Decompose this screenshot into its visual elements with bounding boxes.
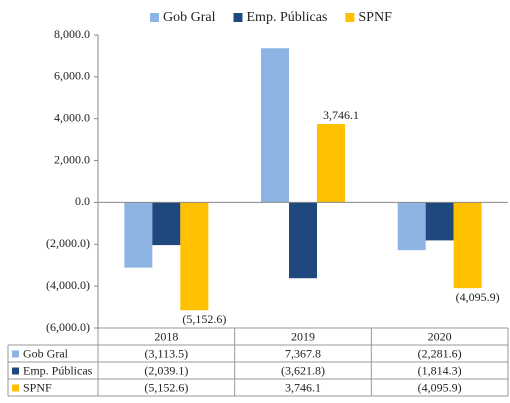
y-tick-label: 6,000.0 bbox=[54, 69, 90, 83]
bar bbox=[289, 202, 317, 279]
y-tick-label: (6,000.0) bbox=[46, 320, 90, 334]
data-label: 3,746.1 bbox=[323, 108, 359, 122]
bar bbox=[124, 202, 153, 268]
table-cell: (1,814.3) bbox=[418, 363, 462, 377]
bar bbox=[453, 202, 482, 289]
bar bbox=[261, 48, 289, 203]
data-label: (5,152.6) bbox=[182, 312, 226, 326]
legend-swatch bbox=[150, 13, 159, 22]
table-cell: (5,152.6) bbox=[144, 380, 188, 394]
data-label: (4,095.9) bbox=[456, 290, 500, 304]
legend-label: Gob Gral bbox=[163, 10, 216, 25]
table-cell: (3,621.8) bbox=[281, 363, 325, 377]
table-swatch bbox=[12, 367, 19, 375]
table-cell: 7,367.8 bbox=[285, 346, 321, 360]
x-tick-label: 2018 bbox=[154, 329, 178, 343]
y-tick-label: (2,000.0) bbox=[46, 236, 90, 250]
table-cell: (2,281.6) bbox=[418, 346, 462, 360]
bar bbox=[397, 202, 426, 251]
table-cell: (4,095.9) bbox=[418, 380, 462, 394]
legend-swatch bbox=[345, 13, 355, 22]
y-tick-label: 4,000.0 bbox=[54, 110, 90, 124]
table-swatch bbox=[12, 384, 19, 392]
legend-label: SPNF bbox=[358, 10, 392, 25]
table-swatch bbox=[12, 350, 19, 358]
bar bbox=[152, 202, 181, 246]
y-tick-label: (4,000.0) bbox=[46, 278, 90, 292]
bar bbox=[425, 202, 454, 241]
y-tick-label: 8,000.0 bbox=[54, 27, 90, 41]
y-tick-label: 0.0 bbox=[75, 194, 90, 208]
bar bbox=[180, 202, 209, 311]
x-tick-label: 2020 bbox=[428, 329, 452, 343]
table-cell: (2,039.1) bbox=[144, 363, 188, 377]
table-cell: 3,746.1 bbox=[285, 380, 321, 394]
table-series-name: Emp. Públicas bbox=[23, 363, 93, 377]
legend-label: Emp. Públicas bbox=[247, 10, 328, 25]
bar bbox=[317, 124, 345, 203]
table-series-name: Gob Gral bbox=[23, 346, 69, 360]
y-tick-label: 2,000.0 bbox=[54, 152, 90, 166]
x-tick-label: 2019 bbox=[291, 329, 315, 343]
legend-swatch bbox=[233, 13, 243, 22]
table-cell: (3,113.5) bbox=[145, 346, 189, 360]
table-series-name: SPNF bbox=[23, 380, 52, 394]
